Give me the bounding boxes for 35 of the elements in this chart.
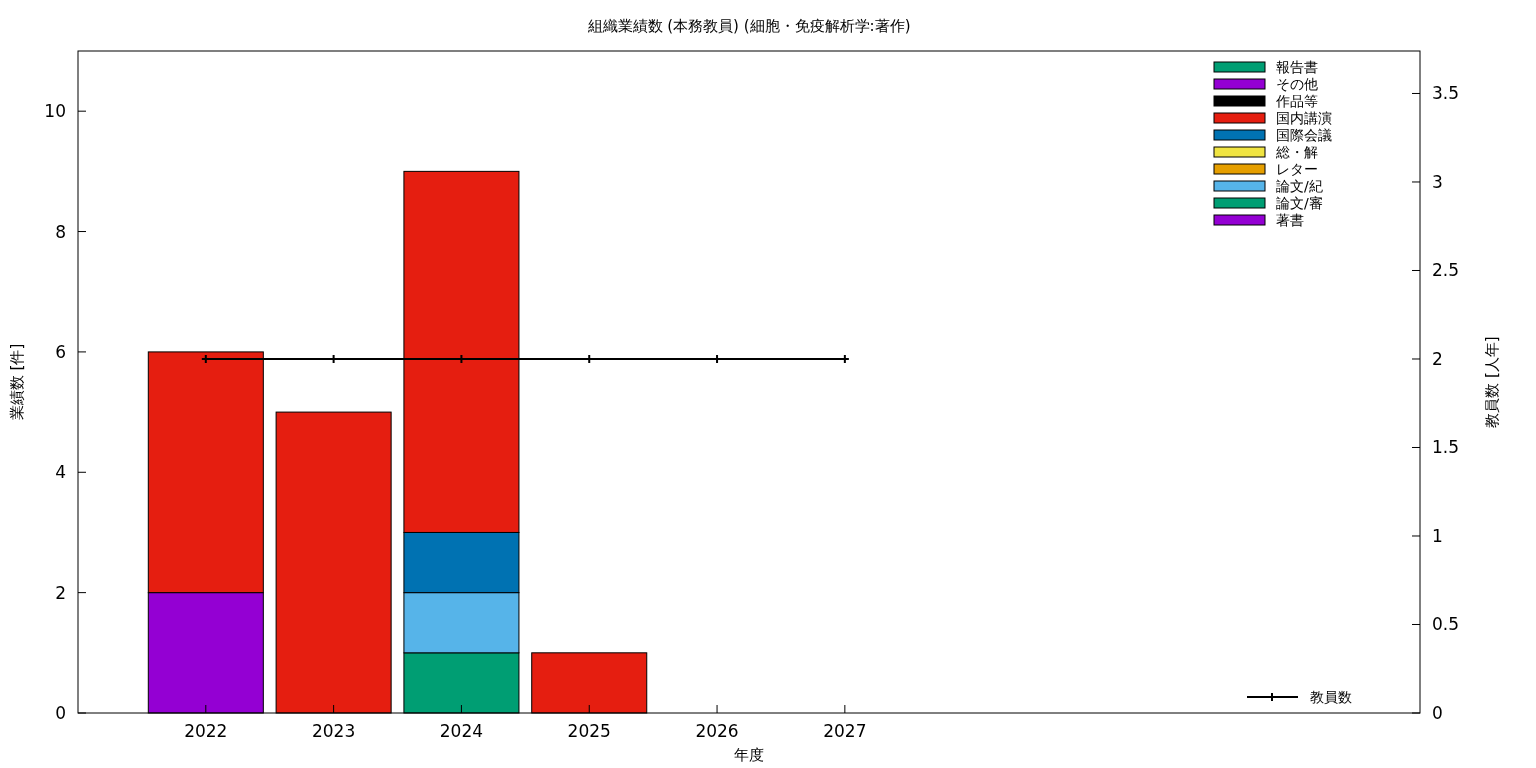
y-tick-label: 2 bbox=[55, 582, 66, 603]
y2-tick-label: 2 bbox=[1432, 348, 1443, 369]
y-tick-label: 4 bbox=[55, 462, 66, 483]
y2-axis-title: 教員数 [人年] bbox=[1483, 336, 1501, 428]
legend-label: 総・解 bbox=[1275, 144, 1318, 160]
y-tick-label: 10 bbox=[44, 101, 66, 122]
x-tick-label: 2025 bbox=[567, 721, 611, 741]
y-tick-label: 0 bbox=[55, 703, 66, 723]
x-tick-label: 2027 bbox=[823, 721, 867, 741]
legend-label: レター bbox=[1276, 161, 1318, 177]
x-axis-title: 年度 bbox=[734, 746, 764, 764]
legend-label: 論文/審 bbox=[1276, 195, 1323, 211]
x-tick-label: 2024 bbox=[439, 721, 484, 741]
y2-tick-label: 1.5 bbox=[1432, 437, 1460, 458]
legend-label: その他 bbox=[1276, 76, 1318, 92]
y2-tick-label: 3 bbox=[1432, 171, 1443, 192]
y-axis-title: 業績数 [件] bbox=[8, 343, 26, 421]
y2-tick-label: 2.5 bbox=[1432, 260, 1460, 281]
legend-label: 作品等 bbox=[1275, 93, 1318, 109]
chart-title: 組織業績数 (本務教員) (細胞・免疫解析学:著作) bbox=[586, 17, 911, 35]
legend-label: 報告書 bbox=[1276, 59, 1318, 75]
y-tick-label: 6 bbox=[55, 341, 66, 362]
y2-tick-label: 3.5 bbox=[1432, 83, 1460, 104]
y-tick-label: 8 bbox=[55, 221, 66, 242]
legend-label: 論文/紀 bbox=[1276, 178, 1323, 194]
y2-tick-label: 0 bbox=[1432, 703, 1443, 723]
legend-label: 著書 bbox=[1276, 212, 1304, 228]
x-tick-label: 2022 bbox=[184, 721, 228, 741]
y2-tick-label: 1 bbox=[1432, 525, 1443, 546]
legend-label: 教員数 bbox=[1310, 689, 1352, 705]
legend-label: 国際会議 bbox=[1276, 127, 1332, 143]
legend-label: 国内講演 bbox=[1276, 110, 1332, 126]
x-tick-label: 2026 bbox=[695, 721, 739, 741]
y2-tick-label: 0.5 bbox=[1432, 614, 1460, 635]
x-tick-label: 2023 bbox=[311, 721, 356, 741]
